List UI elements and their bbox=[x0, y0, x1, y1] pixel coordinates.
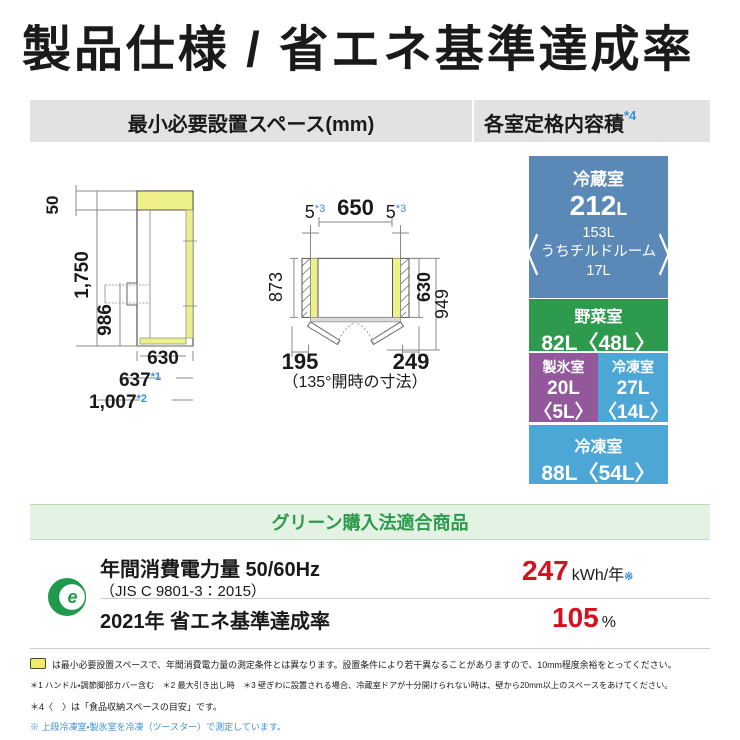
svg-text:1,750: 1,750 bbox=[72, 251, 93, 299]
svg-text:249: 249 bbox=[393, 349, 430, 374]
svg-text:50: 50 bbox=[43, 196, 62, 215]
svg-text:（135°開時の寸法）: （135°開時の寸法） bbox=[282, 373, 427, 391]
svg-text:5*3: 5*3 bbox=[386, 202, 406, 222]
svg-text:630: 630 bbox=[414, 272, 434, 302]
svg-text:873: 873 bbox=[266, 272, 286, 302]
svg-text:650: 650 bbox=[337, 195, 374, 220]
svg-text:637*1: 637*1 bbox=[119, 370, 161, 391]
svg-text:630: 630 bbox=[147, 348, 179, 369]
svg-text:1,007*2: 1,007*2 bbox=[89, 392, 147, 413]
svg-text:5*3: 5*3 bbox=[305, 202, 325, 222]
svg-text:949: 949 bbox=[432, 289, 452, 319]
svg-text:e: e bbox=[67, 587, 77, 607]
svg-text:986: 986 bbox=[95, 304, 116, 336]
svg-text:195: 195 bbox=[282, 349, 319, 374]
